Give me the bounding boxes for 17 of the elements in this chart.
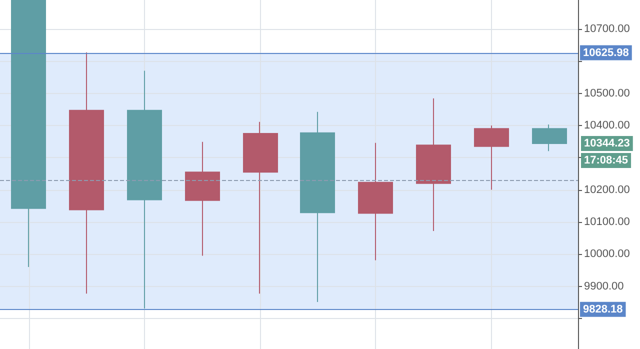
y-tick-label: 10000.00 <box>584 248 630 260</box>
candlestick <box>69 52 104 294</box>
candlestick <box>416 98 451 232</box>
ref-line-label: 9828.18 <box>583 303 623 316</box>
text: 10344.23 <box>584 137 630 150</box>
y-tick-label: 10100.00 <box>584 216 630 228</box>
y-tick-label: 10700.00 <box>584 22 630 35</box>
y-tick-label: 9900.00 <box>584 280 624 292</box>
candlestick <box>474 124 509 190</box>
candlestick <box>300 111 335 303</box>
text: 17:08:45 <box>584 154 628 166</box>
candlestick <box>532 124 567 152</box>
candlestick <box>185 141 220 256</box>
y-tick-label: 10200.00 <box>584 184 630 196</box>
y-tick-label: 10400.00 <box>584 119 630 132</box>
ref-line-label: 10625.98 <box>583 46 629 59</box>
y-tick-label: 10500.00 <box>584 87 630 100</box>
